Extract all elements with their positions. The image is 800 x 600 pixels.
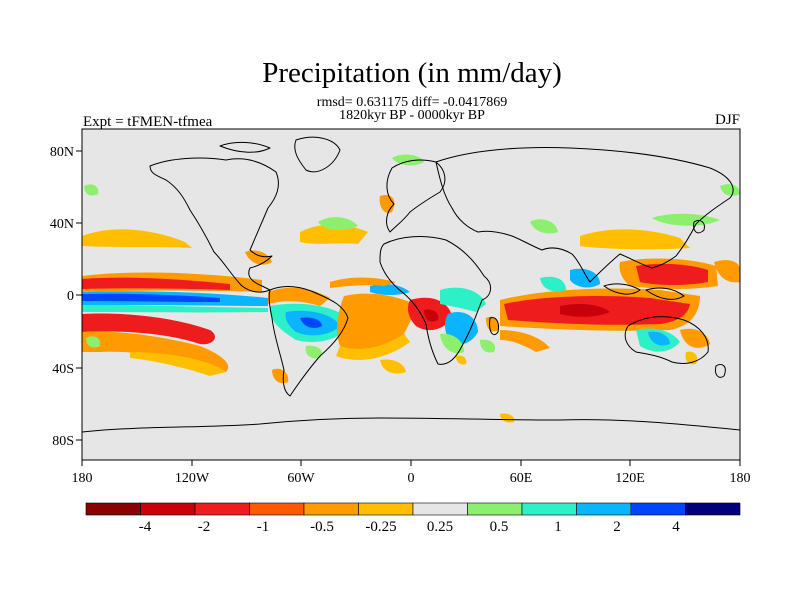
experiment-label: Expt = tFMEN-tfmea <box>83 114 213 130</box>
pacific-green-left <box>84 184 99 196</box>
colorbar-label: -2 <box>198 519 211 535</box>
australia-blue <box>648 331 670 346</box>
coast-australia <box>624 316 709 365</box>
arabian-sea-teal <box>540 276 566 292</box>
colorbar-swatch <box>140 502 196 516</box>
equatorial-pacific-darkblue <box>82 293 220 302</box>
south-pacific-orange <box>82 331 229 372</box>
lon-tick-label: 180 <box>730 471 751 486</box>
colorbar-label: -1 <box>257 519 270 535</box>
antarctic-ocean-yellow <box>500 413 515 423</box>
south-indian-orange <box>500 330 550 352</box>
coast-japan <box>693 219 705 234</box>
coast-arctic-islands <box>219 141 271 153</box>
period-line: 1820kyr BP - 0000kyr BP <box>339 108 485 123</box>
lat-tick-label: 80S <box>52 434 74 449</box>
colorbar-swatch <box>521 502 577 516</box>
equatorial-pacific-teal <box>82 305 268 313</box>
colorbar-swatch <box>303 502 359 516</box>
coast-north-america <box>149 157 279 293</box>
stats-line: rmsd= 0.631175 diff= -0.0417869 <box>317 95 507 110</box>
colorbar-swatch <box>194 502 250 516</box>
madagascar-orange <box>486 316 499 332</box>
colorbar-swatch <box>85 502 141 516</box>
arctic-green <box>392 154 424 166</box>
far-east-orange <box>714 260 740 283</box>
precip-anomaly-fills <box>82 154 740 423</box>
west-pacific-yellow <box>580 229 690 250</box>
lon-tick-label: 120E <box>615 471 645 486</box>
atlantic-equatorial-orange <box>330 277 396 288</box>
lat-tick-label: 0 <box>67 289 74 304</box>
south-atlantic-yellow <box>336 334 410 360</box>
africa-teal <box>440 287 486 312</box>
north-pacific-yellow-band <box>82 229 192 248</box>
coastlines <box>82 136 740 433</box>
south-atlantic-orange <box>337 293 418 350</box>
sahel-yellow <box>456 355 467 365</box>
colorbar-label: 0.25 <box>427 519 453 535</box>
colorbar <box>85 502 741 516</box>
north-atlantic-yellow-band <box>300 224 368 244</box>
south-america-green <box>305 345 322 359</box>
map-panel <box>82 129 740 460</box>
lon-tick-label: 120W <box>175 471 210 486</box>
colorbar-swatch <box>412 502 468 516</box>
south-america-darkblue <box>300 317 322 328</box>
south-pacific-green <box>86 336 101 348</box>
coast-south-america <box>268 286 349 397</box>
atlantic-equatorial-blue <box>370 284 410 295</box>
india-blue <box>570 268 600 288</box>
lon-tick-label: 0 <box>408 471 415 486</box>
colorbar-swatch <box>249 502 305 516</box>
longitude-axis: 180 120W 60W 0 60E 120E 180 <box>72 460 751 486</box>
colorbar-label: -0.5 <box>310 519 334 535</box>
colorbar-label: 0.5 <box>490 519 509 535</box>
africa-green <box>440 333 464 354</box>
patagonia-orange <box>272 368 289 384</box>
season-label: DJF <box>715 112 740 128</box>
coast-new-zealand <box>715 363 726 378</box>
colorbar-label: 2 <box>613 519 621 535</box>
coast-asia <box>435 147 734 283</box>
coast-greenland <box>294 136 341 173</box>
latitude-axis: 80N 40N 0 40S 80S <box>50 145 82 449</box>
lon-tick-label: 60W <box>287 471 315 486</box>
coast-antarctica <box>82 417 740 433</box>
central-asia-green <box>530 219 558 234</box>
colorbar-swatch <box>630 502 686 516</box>
south-pacific-red <box>82 313 215 345</box>
indian-ocean-darkred <box>560 304 610 317</box>
colorbar-label: 4 <box>672 519 680 535</box>
lat-tick-label: 40S <box>52 362 74 377</box>
figure-title: Precipitation (in mm/day) <box>262 57 562 89</box>
australia-orange <box>680 328 710 348</box>
colorbar-swatch <box>467 502 523 516</box>
coast-maritime-islands <box>603 283 685 300</box>
colorbar-swatch <box>358 502 414 516</box>
itcz-north-red <box>82 277 230 290</box>
lat-tick-label: 40N <box>50 217 74 232</box>
coast-madagascar <box>489 317 499 336</box>
lon-tick-label: 60E <box>510 471 533 486</box>
colorbar-label: -0.25 <box>365 519 396 535</box>
colorbar-swatch <box>576 502 632 516</box>
colorbar-label: -4 <box>139 519 152 535</box>
lon-tick-label: 180 <box>72 471 93 486</box>
maritime-red <box>636 263 708 285</box>
south-pacific-yellow <box>130 352 226 376</box>
colorbar-swatch <box>685 502 741 516</box>
far-east-green <box>720 184 740 196</box>
south-indian-yellow <box>380 359 406 374</box>
colorbar-label: 1 <box>554 519 562 535</box>
coast-africa <box>379 236 491 365</box>
madagascar-green <box>480 339 496 353</box>
lat-tick-label: 80N <box>50 145 74 160</box>
africa-darkred <box>424 309 439 322</box>
colorbar-labels: -4 -2 -1 -0.5 -0.25 0.25 0.5 1 2 4 <box>139 519 681 535</box>
north-atlantic-green <box>318 217 358 231</box>
